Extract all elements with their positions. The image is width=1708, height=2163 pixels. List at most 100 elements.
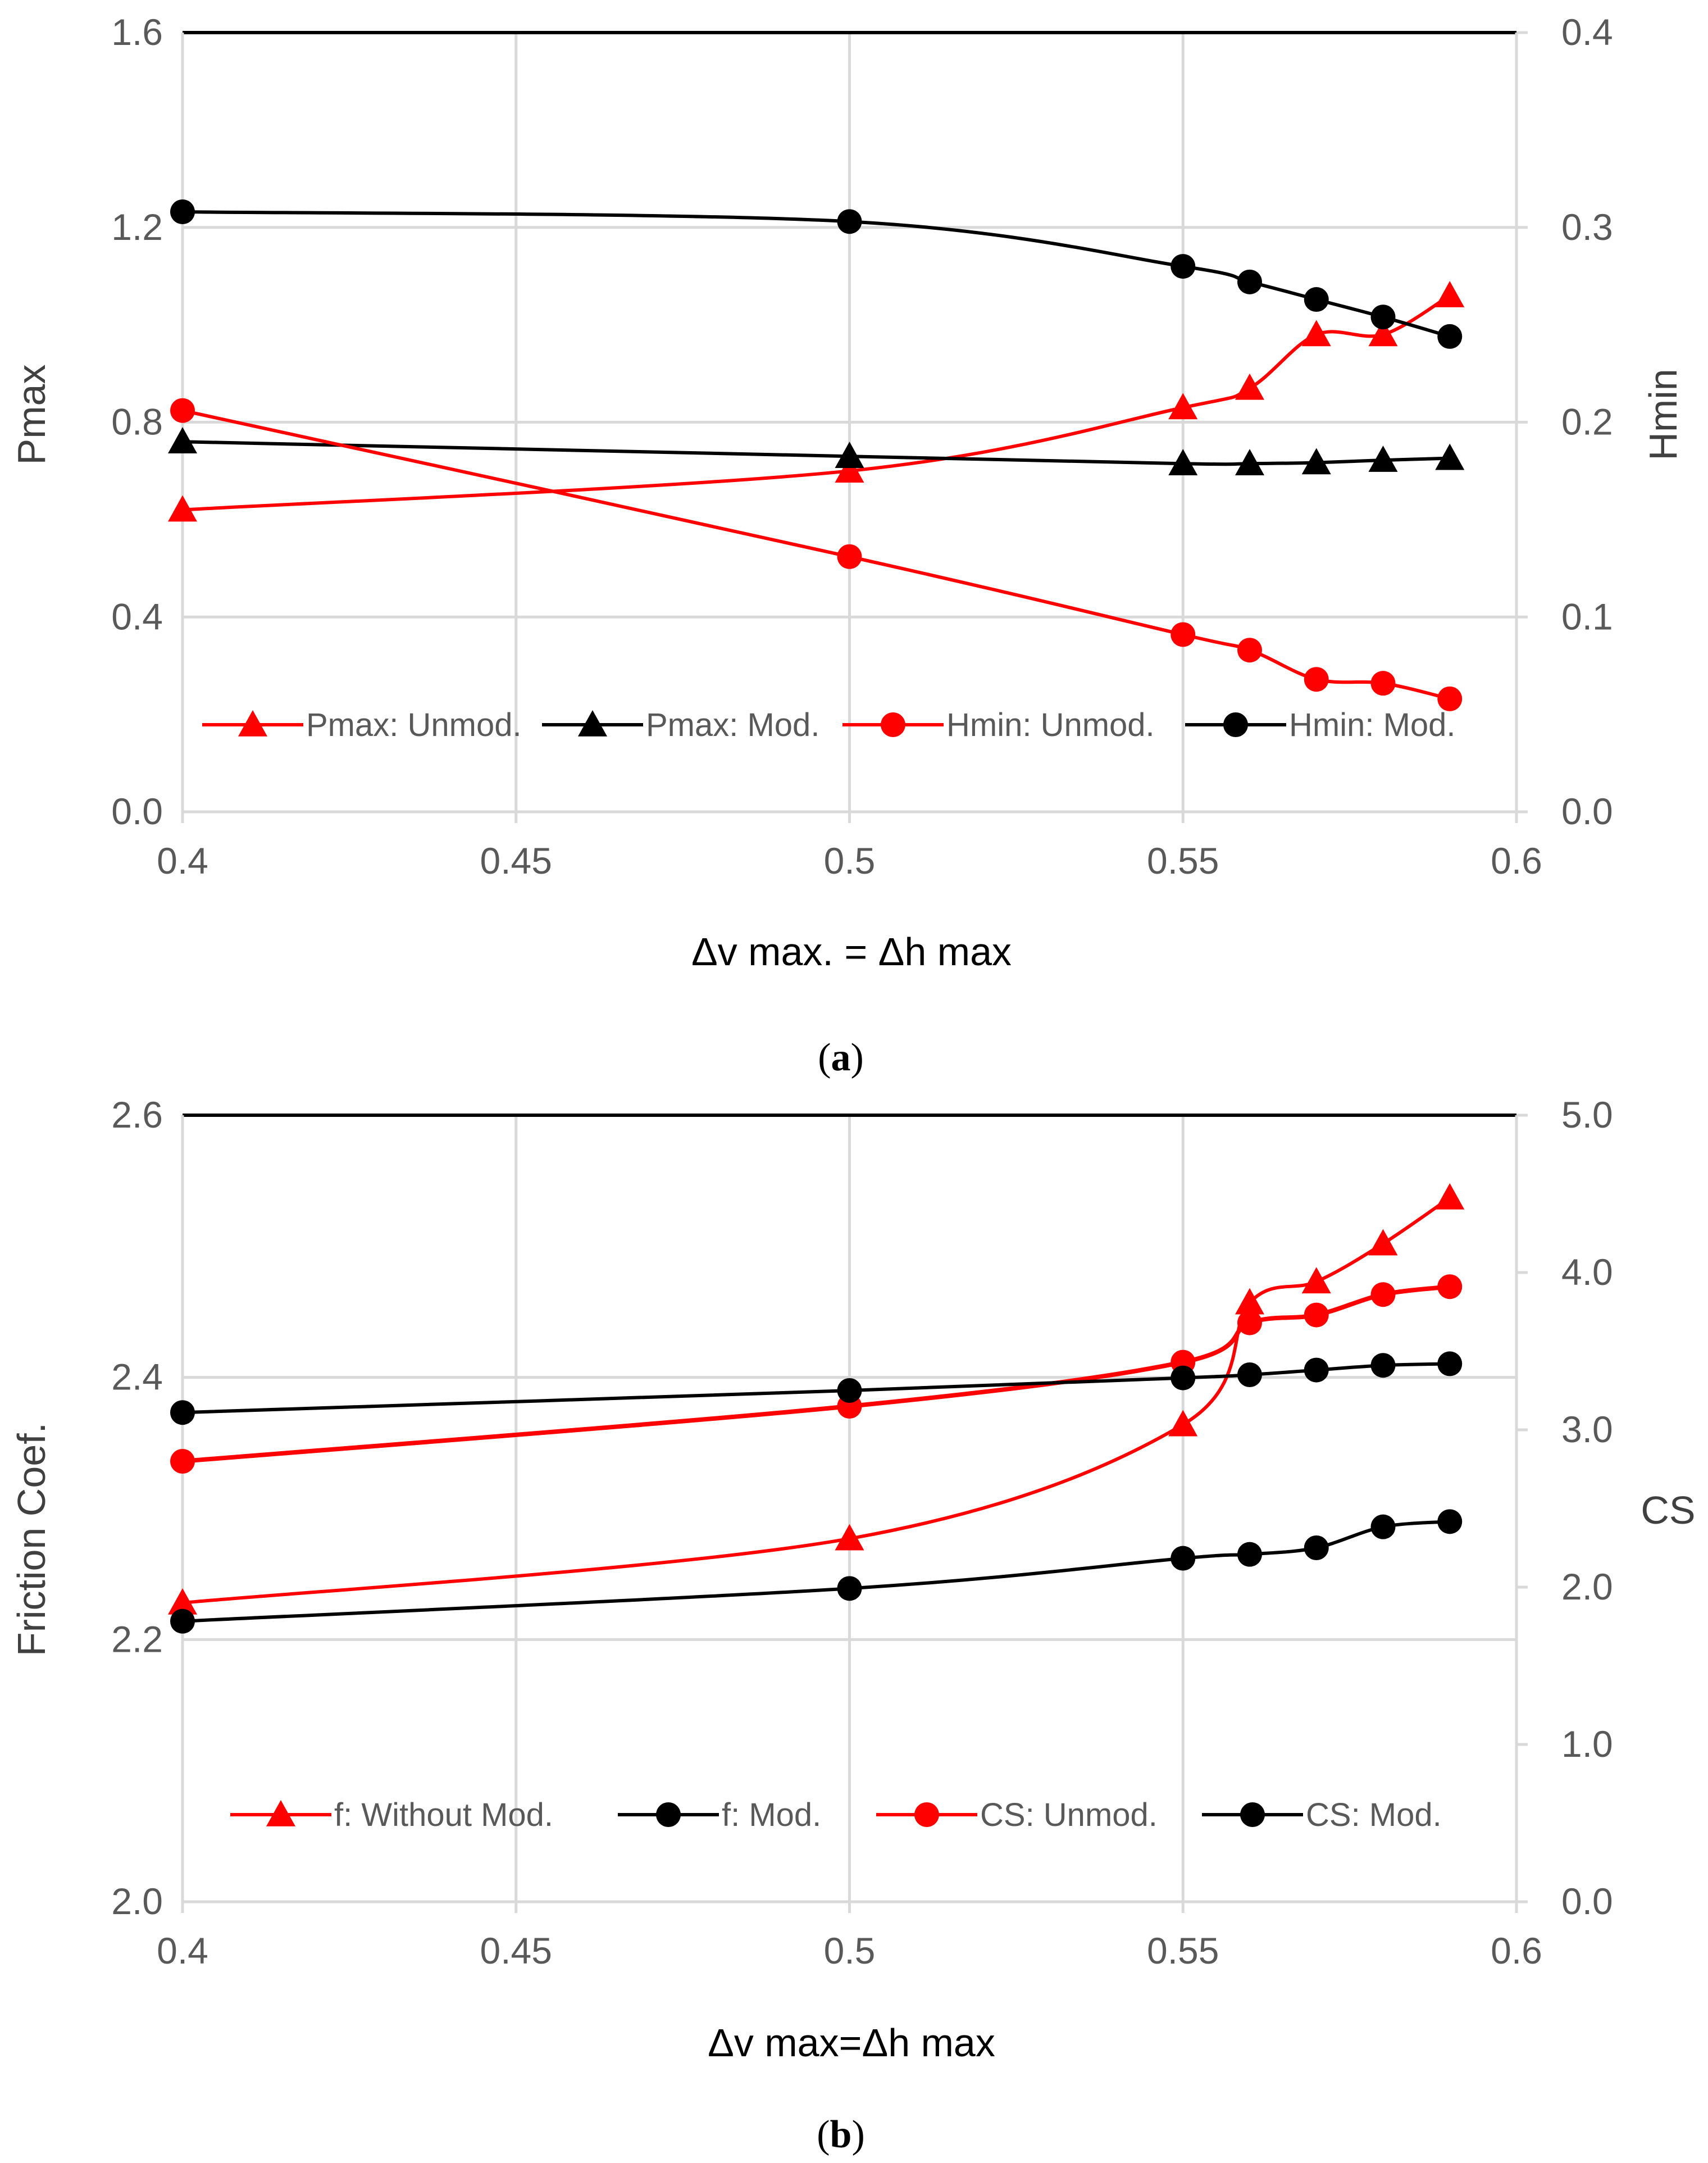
chart-a-y2tick-label: 0.3: [1561, 206, 1613, 248]
chart-a-series-0-point: [1235, 373, 1264, 400]
chart-a-legend-item-2: Hmin: Unmod.: [842, 707, 1155, 743]
chart-b-legend-swatch-marker: [656, 1802, 681, 1827]
chart-a-series-3-line: [182, 210, 1451, 338]
chart-a-series-3-point: [1437, 324, 1463, 349]
chart-b-series-2: [170, 1274, 1463, 1474]
chart-a-series-1-line: [182, 440, 1450, 466]
chart-b-legend-swatch-marker: [266, 1800, 295, 1826]
chart-a-xtick-label: 0.4: [157, 840, 208, 881]
chart-b-xtick-label: 0.55: [1147, 1930, 1219, 1971]
chart-b-legend-label: f: Mod.: [722, 1797, 821, 1833]
chart-a-legend-label: Pmax: Mod.: [646, 707, 819, 743]
chart-b-series-3-point: [837, 1378, 862, 1403]
chart-b-grid: [181, 1114, 1528, 1913]
chart-a-series-0-point: [1435, 281, 1465, 307]
chart-b-series-0-point: [168, 1588, 197, 1615]
chart-a-series-1-point: [1368, 446, 1398, 472]
chart-a-grid: [181, 31, 1528, 823]
chart-a-series: [168, 199, 1465, 711]
chart-b-xtick-label: 0.5: [824, 1930, 876, 1971]
chart-b-series: [168, 1183, 1465, 1634]
chart-b-xtick-label: 0.6: [1491, 1930, 1542, 1971]
chart-b-ylabel: Friction Coef.: [10, 1423, 53, 1656]
chart-a-y2tick-label: 0.2: [1561, 401, 1613, 443]
chart-b-legend: f: Without Mod. f: Mod. CS: Unmod. CS: Mod.: [230, 1797, 1442, 1833]
chart-b-series-2-point: [1237, 1310, 1262, 1335]
chart-a-series-3-point: [837, 209, 862, 234]
chart-a-xtick-label: 0.6: [1491, 840, 1542, 881]
chart-b-legend-item-0: f: Without Mod.: [230, 1797, 553, 1833]
chart-b-series-1-point: [1370, 1514, 1396, 1539]
chart-b-series-3-point: [1170, 1365, 1196, 1390]
chart-a-series-1-point: [835, 442, 864, 468]
chart-a-legend-item-1: Pmax: Mod.: [542, 707, 819, 743]
chart-b-legend-label: CS: Mod.: [1306, 1797, 1442, 1833]
chart-a-series-2-point: [1304, 667, 1329, 692]
chart-b-ticks: 0.4 0.45 0.5 0.55 0.6 2.0 2.2 2.4 2.6 0.0 1.0 2.0 3.…: [111, 1094, 1613, 1971]
chart-b-series-3: [170, 1351, 1463, 1425]
chart-a-series-1-point: [1301, 448, 1331, 475]
chart-a-series-2-point: [1170, 622, 1196, 647]
chart-a-series-3: [170, 199, 1463, 349]
chart-a-ytick-label: 0.0: [111, 790, 163, 832]
chart-a-series-0-point: [1368, 320, 1398, 347]
chart-b-series-2-point: [1437, 1274, 1463, 1299]
chart-a-ytick-label: 0.8: [111, 401, 163, 443]
chart-b-series-1-point: [1304, 1535, 1329, 1560]
chart-b-series-0-point: [1368, 1229, 1398, 1256]
chart-a-legend-label: Hmin: Unmod.: [946, 707, 1155, 743]
chart-b-legend-label: f: Without Mod.: [334, 1797, 553, 1833]
chart-b-series-1-point: [1237, 1542, 1262, 1567]
chart-a-series-2-line: [182, 408, 1450, 701]
chart-a-series-2-point: [837, 544, 862, 569]
chart-a-ticks: 0.4 0.45 0.5 0.55 0.6 0.0 0.4 0.8 1.2 1.6 0.0 0.1 0.…: [111, 11, 1613, 881]
chart-a-xtick-label: 0.45: [480, 840, 552, 881]
chart-b-y2tick-label: 2.0: [1561, 1566, 1613, 1607]
chart-b-series-0-point: [1301, 1267, 1331, 1294]
chart-a-series-1-point: [1435, 443, 1465, 470]
chart-b: 0.4 0.45 0.5 0.55 0.6 2.0 2.2 2.4 2.6 0.0 1.0 2.0 3.…: [10, 1094, 1696, 2156]
chart-b-ytick-label: 2.2: [111, 1618, 163, 1660]
chart-b-series-3-point: [1370, 1353, 1396, 1378]
chart-b-y2tick-label: 5.0: [1561, 1094, 1613, 1135]
chart-b-series-1-point: [1170, 1546, 1196, 1571]
chart-a-series-2: [170, 398, 1463, 711]
chart-b-ytick-label: 2.6: [111, 1094, 163, 1135]
chart-a-xtick-label: 0.55: [1147, 840, 1219, 881]
chart-b-y2tick-label: 1.0: [1561, 1723, 1613, 1765]
chart-b-series-0-point: [835, 1524, 864, 1551]
chart-a-legend-swatch-marker: [881, 712, 905, 737]
chart-b-legend-label: CS: Unmod.: [980, 1797, 1158, 1833]
chart-b-series-1-line: [182, 1520, 1450, 1623]
chart-b-xlabel: Δv max=Δh max: [708, 2021, 995, 2065]
chart-a-xlabel: Δv max. = Δh max: [691, 930, 1012, 974]
chart-a-ylabel: Pmax: [10, 365, 53, 465]
chart-b-y2tick-label: 0.0: [1561, 1880, 1613, 1922]
chart-b-series-0-line: [182, 1196, 1451, 1605]
chart-a: 0.4 0.45 0.5 0.55 0.6 0.0 0.4 0.8 1.2 1.6 0.0 0.1 0.…: [10, 11, 1685, 1079]
chart-a-y2tick-label: 0.0: [1561, 790, 1613, 832]
chart-a-series-1-point: [1168, 449, 1198, 475]
chart-a-legend-swatch-marker: [1223, 712, 1248, 737]
chart-a-series-3-point: [1304, 287, 1329, 312]
chart-b-series-3-point: [1437, 1351, 1463, 1376]
chart-a-series-3-point: [170, 199, 195, 225]
chart-a-series-0: [168, 281, 1465, 522]
chart-a-y2tick-label: 0.4: [1561, 11, 1613, 53]
chart-b-series-1-point: [170, 1608, 195, 1634]
chart-a-series-2-point: [1237, 638, 1262, 663]
chart-b-legend-swatch-marker: [914, 1802, 939, 1827]
chart-a-series-1-point: [1235, 449, 1264, 475]
chart-a-series-2-point: [170, 398, 195, 423]
chart-b-legend-swatch-marker: [1240, 1802, 1265, 1827]
chart-b-series-2-point: [1370, 1282, 1396, 1307]
chart-b-legend-item-2: CS: Unmod.: [876, 1797, 1158, 1833]
chart-b-series-3-point: [1304, 1357, 1329, 1383]
chart-a-series-0-point: [1301, 320, 1331, 347]
chart-b-y2label: CS: [1641, 1488, 1695, 1532]
chart-a-legend-label: Pmax: Unmod.: [306, 707, 522, 743]
chart-a-ytick-label: 1.6: [111, 11, 163, 53]
chart-a-legend-item-3: Hmin: Mod.: [1185, 707, 1456, 743]
chart-a-series-2-point: [1437, 686, 1463, 711]
